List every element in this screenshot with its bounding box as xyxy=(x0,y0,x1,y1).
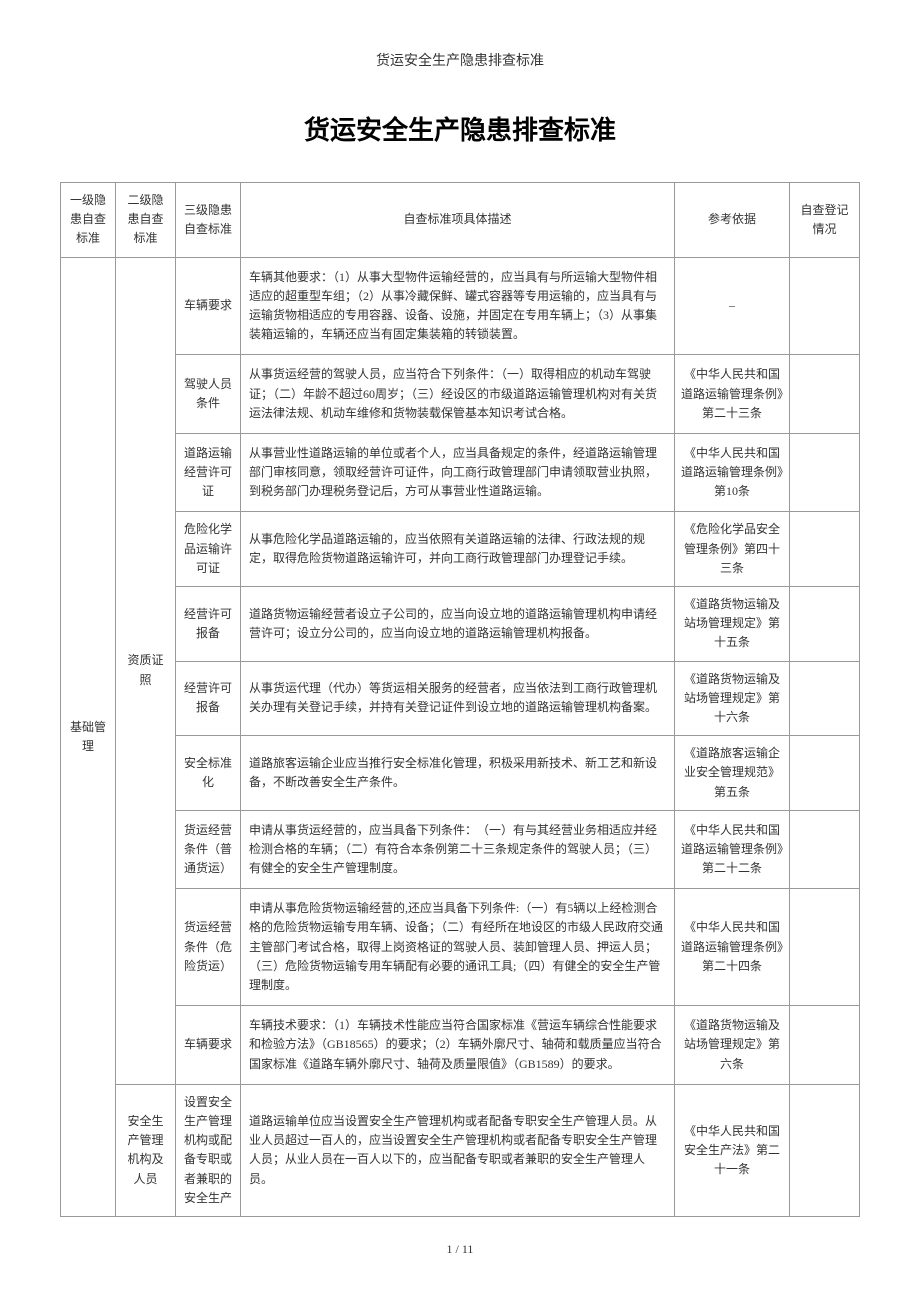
table-row: 基础管理 资质证照 车辆要求 车辆其他要求：（1）从事大型物件运输经营的，应当具… xyxy=(61,257,860,355)
table-header-row: 一级隐患自查标准 二级隐患自查标准 三级隐患自查标准 自查标准项具体描述 参考依… xyxy=(61,183,860,258)
cell-level3: 驾驶人员条件 xyxy=(176,355,241,434)
cell-level3: 经营许可报备 xyxy=(176,661,241,736)
cell-level3: 安全标准化 xyxy=(176,736,241,811)
cell-level3: 货运经营条件（危险货运） xyxy=(176,889,241,1006)
cell-desc: 道路运输单位应当设置安全生产管理机构或者配备专职安全生产管理人员。从业人员超过一… xyxy=(241,1084,675,1216)
cell-ref: 《中华人民共和国道路运输管理条例》第二十二条 xyxy=(675,810,790,889)
cell-desc: 申请从事货运经营的，应当具备下列条件： （一）有与其经营业务相适应并经检测合格的… xyxy=(241,810,675,889)
cell-level2: 资质证照 xyxy=(116,257,176,1084)
cell-status xyxy=(790,355,860,434)
cell-ref: 《中华人民共和国道路运输管理条例》第10条 xyxy=(675,433,790,512)
cell-desc: 从事货运代理（代办）等货运相关服务的经营者，应当依法到工商行政管理机关办理有关登… xyxy=(241,661,675,736)
col-header-status: 自查登记情况 xyxy=(790,183,860,258)
cell-desc: 从事营业性道路运输的单位或者个人，应当具备规定的条件，经道路运输管理部门审核同意… xyxy=(241,433,675,512)
cell-status xyxy=(790,889,860,1006)
col-header-desc: 自查标准项具体描述 xyxy=(241,183,675,258)
cell-ref: – xyxy=(675,257,790,355)
cell-desc: 道路旅客运输企业应当推行安全标准化管理，积极采用新技术、新工艺和新设备，不断改善… xyxy=(241,736,675,811)
col-header-ref: 参考依据 xyxy=(675,183,790,258)
cell-desc: 道路货物运输经营者设立子公司的，应当向设立地的道路运输管理机构申请经营许可；设立… xyxy=(241,587,675,662)
cell-status xyxy=(790,587,860,662)
cell-status xyxy=(790,433,860,512)
col-header-level1: 一级隐患自查标准 xyxy=(61,183,116,258)
table-row: 货运经营条件（危险货运） 申请从事危险货物运输经营的,还应当具备下列条件:（一）… xyxy=(61,889,860,1006)
cell-level3: 车辆要求 xyxy=(176,257,241,355)
cell-level3: 危险化学品运输许可证 xyxy=(176,512,241,587)
cell-ref: 《道路货物运输及站场管理规定》第十五条 xyxy=(675,587,790,662)
table-row: 安全标准化 道路旅客运输企业应当推行安全标准化管理，积极采用新技术、新工艺和新设… xyxy=(61,736,860,811)
col-header-level3: 三级隐患自查标准 xyxy=(176,183,241,258)
cell-status xyxy=(790,1006,860,1085)
page-footer: 1 / 11 xyxy=(60,1242,860,1257)
cell-desc: 车辆技术要求：（1）车辆技术性能应当符合国家标准《营运车辆综合性能要求和检验方法… xyxy=(241,1006,675,1085)
cell-desc: 申请从事危险货物运输经营的,还应当具备下列条件:（一）有5辆以上经检测合格的危险… xyxy=(241,889,675,1006)
table-row: 驾驶人员条件 从事货运经营的驾驶人员，应当符合下列条件：（一）取得相应的机动车驾… xyxy=(61,355,860,434)
cell-level1: 基础管理 xyxy=(61,257,116,1216)
cell-ref: 《中华人民共和国安全生产法》第二十一条 xyxy=(675,1084,790,1216)
cell-status xyxy=(790,661,860,736)
cell-ref: 《道路货物运输及站场管理规定》第六条 xyxy=(675,1006,790,1085)
cell-desc: 从事货运经营的驾驶人员，应当符合下列条件：（一）取得相应的机动车驾驶证；（二）年… xyxy=(241,355,675,434)
cell-level3: 设置安全生产管理机构或配备专职或者兼职的安全生产 xyxy=(176,1084,241,1216)
table-row: 车辆要求 车辆技术要求：（1）车辆技术性能应当符合国家标准《营运车辆综合性能要求… xyxy=(61,1006,860,1085)
cell-ref: 《道路旅客运输企业安全管理规范》第五条 xyxy=(675,736,790,811)
standards-table: 一级隐患自查标准 二级隐患自查标准 三级隐患自查标准 自查标准项具体描述 参考依… xyxy=(60,182,860,1217)
col-header-level2: 二级隐患自查标准 xyxy=(116,183,176,258)
document-title: 货运安全生产隐患排查标准 xyxy=(60,110,860,147)
cell-status xyxy=(790,736,860,811)
cell-desc: 从事危险化学品道路运输的，应当依照有关道路运输的法律、行政法规的规定，取得危险货… xyxy=(241,512,675,587)
table-row: 危险化学品运输许可证 从事危险化学品道路运输的，应当依照有关道路运输的法律、行政… xyxy=(61,512,860,587)
cell-status xyxy=(790,1084,860,1216)
cell-ref: 《中华人民共和国道路运输管理条例》第二十三条 xyxy=(675,355,790,434)
cell-desc: 车辆其他要求：（1）从事大型物件运输经营的，应当具有与所运输大型物件相适应的超重… xyxy=(241,257,675,355)
cell-status xyxy=(790,512,860,587)
cell-ref: 《危险化学品安全管理条例》第四十三条 xyxy=(675,512,790,587)
cell-ref: 《中华人民共和国道路运输管理条例》第二十四条 xyxy=(675,889,790,1006)
table-row: 安全生产管理机构及人员 设置安全生产管理机构或配备专职或者兼职的安全生产 道路运… xyxy=(61,1084,860,1216)
table-row: 货运经营条件（普通货运） 申请从事货运经营的，应当具备下列条件： （一）有与其经… xyxy=(61,810,860,889)
cell-level3: 货运经营条件（普通货运） xyxy=(176,810,241,889)
cell-level3: 车辆要求 xyxy=(176,1006,241,1085)
page-header: 货运安全生产隐患排查标准 xyxy=(60,50,860,70)
table-row: 经营许可报备 从事货运代理（代办）等货运相关服务的经营者，应当依法到工商行政管理… xyxy=(61,661,860,736)
table-row: 道路运输经营许可证 从事营业性道路运输的单位或者个人，应当具备规定的条件，经道路… xyxy=(61,433,860,512)
cell-level3: 经营许可报备 xyxy=(176,587,241,662)
cell-status xyxy=(790,810,860,889)
cell-ref: 《道路货物运输及站场管理规定》第十六条 xyxy=(675,661,790,736)
cell-level3: 道路运输经营许可证 xyxy=(176,433,241,512)
table-row: 经营许可报备 道路货物运输经营者设立子公司的，应当向设立地的道路运输管理机构申请… xyxy=(61,587,860,662)
cell-level2: 安全生产管理机构及人员 xyxy=(116,1084,176,1216)
cell-status xyxy=(790,257,860,355)
